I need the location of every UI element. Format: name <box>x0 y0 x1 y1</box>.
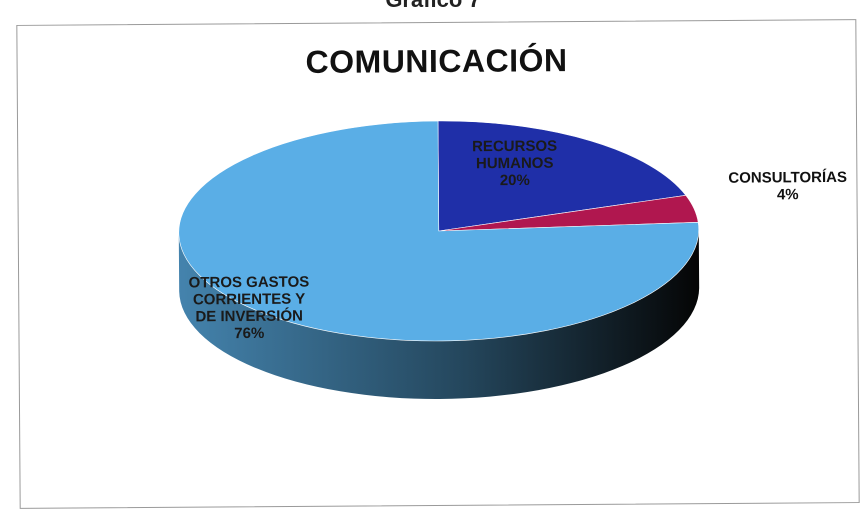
pie-sides <box>178 230 700 400</box>
pie-slice <box>178 120 700 342</box>
slice-label: OTROS GASTOS CORRIENTES Y DE INVERSIÓN 76% <box>189 274 310 343</box>
slice-label: RECURSOS HUMANOS 20% <box>472 138 557 190</box>
slice-labels: RECURSOS HUMANOS 20% CONSULTORÍAS 4% OTROS GA… <box>189 138 847 343</box>
slice-label: CONSULTORÍAS 4% <box>728 169 847 204</box>
pie-chart: RECURSOS HUMANOS 20% CONSULTORÍAS 4% OTROS GA… <box>178 120 847 400</box>
pie-slice <box>437 120 687 232</box>
chart-area: COMUNICACIÓN RECURSOS HUMANOS 20% CONSULTOR… <box>16 19 860 509</box>
pie-side-wall <box>178 230 700 400</box>
pie-slices <box>178 120 700 342</box>
figure-caption: Gráfico 7 <box>0 0 866 13</box>
